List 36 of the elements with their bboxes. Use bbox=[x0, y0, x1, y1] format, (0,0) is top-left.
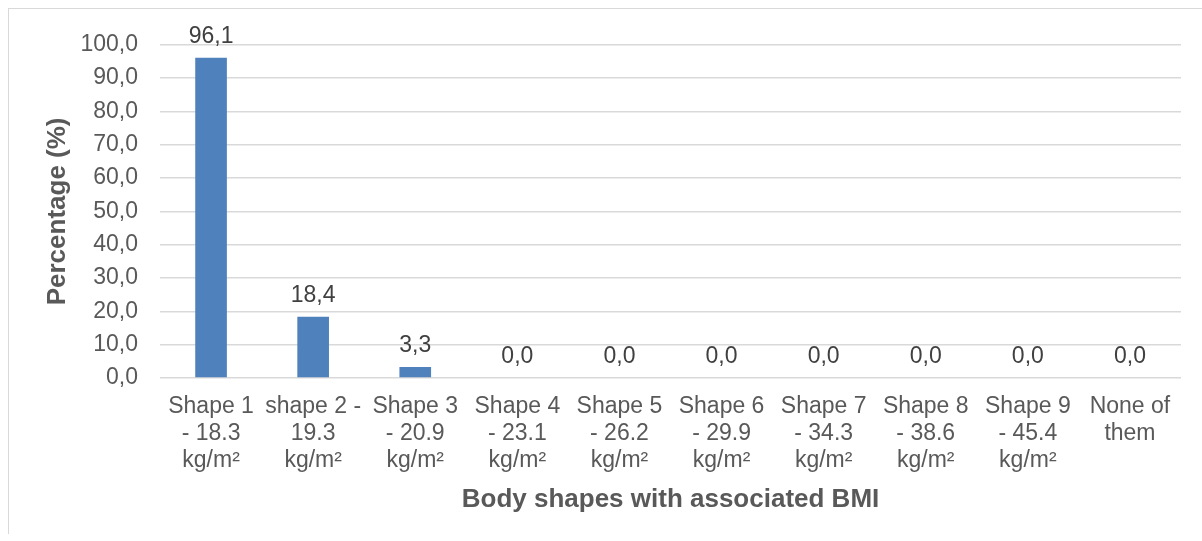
x-tick-label: None of them bbox=[1089, 391, 1171, 445]
bar bbox=[399, 367, 432, 378]
data-label: 3,3 bbox=[399, 331, 432, 357]
data-label: 0,0 bbox=[603, 342, 636, 368]
x-tick-label: Shape 1 - 18.3 kg/m² bbox=[168, 391, 254, 472]
y-tick-label: 60,0 bbox=[93, 163, 138, 190]
y-tick-label: 50,0 bbox=[93, 196, 138, 223]
x-tick-label: Shape 3 - 20.9 kg/m² bbox=[372, 391, 459, 472]
data-label: 0,0 bbox=[1011, 342, 1044, 368]
y-tick-label: 0,0 bbox=[106, 363, 138, 390]
x-tick-label: shape 2 - 19.3 kg/m² bbox=[265, 391, 362, 472]
x-axis-title: Body shapes with associated BMI bbox=[461, 482, 880, 513]
data-label: 0,0 bbox=[909, 342, 942, 368]
y-tick-label: 20,0 bbox=[93, 296, 138, 323]
data-label: 0,0 bbox=[501, 342, 534, 368]
data-label: 18,4 bbox=[290, 280, 336, 307]
data-label: 0,0 bbox=[1113, 342, 1146, 368]
y-tick-label: 70,0 bbox=[93, 130, 138, 157]
data-label: 0,0 bbox=[705, 342, 738, 368]
y-tick-label: 90,0 bbox=[93, 63, 138, 90]
x-tick-label: Shape 5 - 26.2 kg/m² bbox=[576, 391, 663, 472]
y-tick-label: 10,0 bbox=[93, 330, 138, 357]
x-tick-label: Shape 8 - 38.6 kg/m² bbox=[882, 391, 969, 472]
y-tick-label: 80,0 bbox=[93, 96, 138, 123]
data-label: 0,0 bbox=[807, 342, 840, 368]
y-axis-title: Percentage (%) bbox=[40, 117, 71, 306]
x-tick-label: Shape 7 - 34.3 kg/m² bbox=[780, 391, 867, 472]
y-tick-label: 30,0 bbox=[93, 263, 138, 290]
bar bbox=[297, 316, 329, 378]
bar bbox=[195, 57, 227, 378]
x-tick-label: Shape 9 - 45.4 kg/m² bbox=[985, 391, 1071, 472]
y-tick-label: 40,0 bbox=[93, 230, 138, 257]
y-tick-label: 100,0 bbox=[80, 30, 138, 57]
x-tick-label: Shape 6 - 29.9 kg/m² bbox=[678, 391, 765, 472]
data-label: 96,1 bbox=[188, 21, 234, 48]
x-tick-label: Shape 4 - 23.1 kg/m² bbox=[474, 391, 561, 472]
